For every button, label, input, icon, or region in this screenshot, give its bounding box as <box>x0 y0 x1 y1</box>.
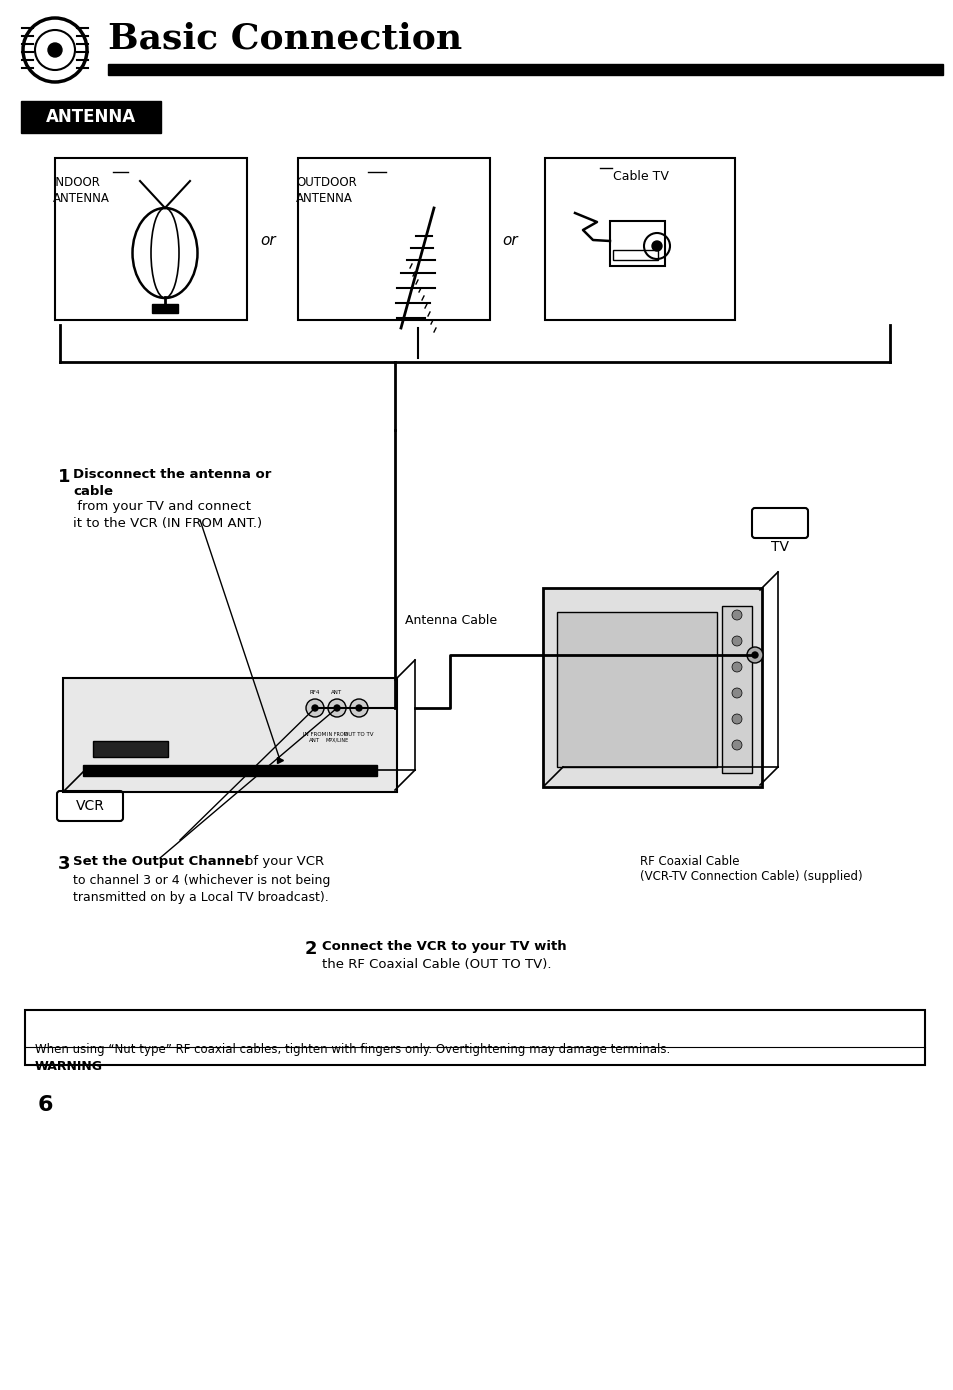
Text: Basic Connection: Basic Connection <box>108 21 462 56</box>
Text: of your VCR: of your VCR <box>241 855 324 867</box>
Bar <box>83 765 376 776</box>
Text: RF4: RF4 <box>310 689 320 695</box>
Text: the RF Coaxial Cable (OUT TO TV).: the RF Coaxial Cable (OUT TO TV). <box>322 958 551 972</box>
Text: 3: 3 <box>58 855 71 873</box>
Text: 6: 6 <box>38 1095 53 1115</box>
Text: or: or <box>501 232 517 247</box>
Bar <box>152 304 178 313</box>
Bar <box>557 612 717 767</box>
Text: transmitted on by a Local TV broadcast).: transmitted on by a Local TV broadcast). <box>73 891 329 904</box>
Circle shape <box>35 31 75 70</box>
Circle shape <box>328 699 346 717</box>
Circle shape <box>651 240 661 252</box>
Text: from your TV and connect: from your TV and connect <box>73 500 251 513</box>
Text: When using “Nut type” RF coaxial cables, tighten with fingers only. Overtighteni: When using “Nut type” RF coaxial cables,… <box>35 1042 670 1056</box>
Circle shape <box>731 714 741 724</box>
Text: 2: 2 <box>305 940 317 958</box>
Circle shape <box>731 739 741 751</box>
Circle shape <box>731 662 741 671</box>
Circle shape <box>746 646 762 663</box>
Circle shape <box>334 705 339 712</box>
Circle shape <box>350 699 368 717</box>
FancyBboxPatch shape <box>542 588 761 787</box>
Circle shape <box>48 43 62 57</box>
Circle shape <box>731 610 741 620</box>
Text: Cable TV: Cable TV <box>613 170 668 183</box>
Circle shape <box>731 688 741 698</box>
Text: WARNING: WARNING <box>35 1061 103 1073</box>
Text: or: or <box>260 232 275 247</box>
Text: INDOOR
ANTENNA: INDOOR ANTENNA <box>53 177 110 204</box>
Text: Connect the VCR to your TV with: Connect the VCR to your TV with <box>322 940 566 954</box>
Bar <box>92 741 168 758</box>
Text: IN FROM
ANT: IN FROM ANT <box>303 733 326 742</box>
Text: IN FROM
MPX/LINE: IN FROM MPX/LINE <box>325 733 348 742</box>
Circle shape <box>306 699 324 717</box>
Text: ANTENNA: ANTENNA <box>46 108 136 126</box>
Circle shape <box>355 705 361 712</box>
Bar <box>544 158 734 320</box>
Bar <box>613 250 658 260</box>
Text: Disconnect the antenna or
cable: Disconnect the antenna or cable <box>73 468 271 498</box>
Circle shape <box>731 637 741 646</box>
Text: Antenna Cable: Antenna Cable <box>405 613 497 627</box>
Circle shape <box>751 652 758 657</box>
Text: Set the Output Channel: Set the Output Channel <box>73 855 249 867</box>
Text: ANT: ANT <box>331 689 342 695</box>
Circle shape <box>312 705 317 712</box>
Text: OUT TO TV: OUT TO TV <box>344 733 374 737</box>
Text: RF Coaxial Cable
(VCR-TV Connection Cable) (supplied): RF Coaxial Cable (VCR-TV Connection Cabl… <box>639 855 862 883</box>
Circle shape <box>23 18 87 82</box>
Text: TV: TV <box>770 539 788 555</box>
Text: to channel 3 or 4 (whichever is not being: to channel 3 or 4 (whichever is not bein… <box>73 874 330 887</box>
Bar <box>108 64 942 75</box>
Bar <box>721 606 751 773</box>
Bar <box>297 158 490 320</box>
Bar <box>609 221 664 265</box>
Text: OUTDOOR
ANTENNA: OUTDOOR ANTENNA <box>295 177 356 204</box>
FancyBboxPatch shape <box>21 101 161 133</box>
Text: VCR: VCR <box>75 799 104 813</box>
FancyBboxPatch shape <box>63 678 396 792</box>
Text: it to the VCR (IN FROM ANT.): it to the VCR (IN FROM ANT.) <box>73 517 262 530</box>
Bar <box>55 158 247 320</box>
Text: 1: 1 <box>58 468 71 486</box>
Bar <box>25 1011 924 1065</box>
